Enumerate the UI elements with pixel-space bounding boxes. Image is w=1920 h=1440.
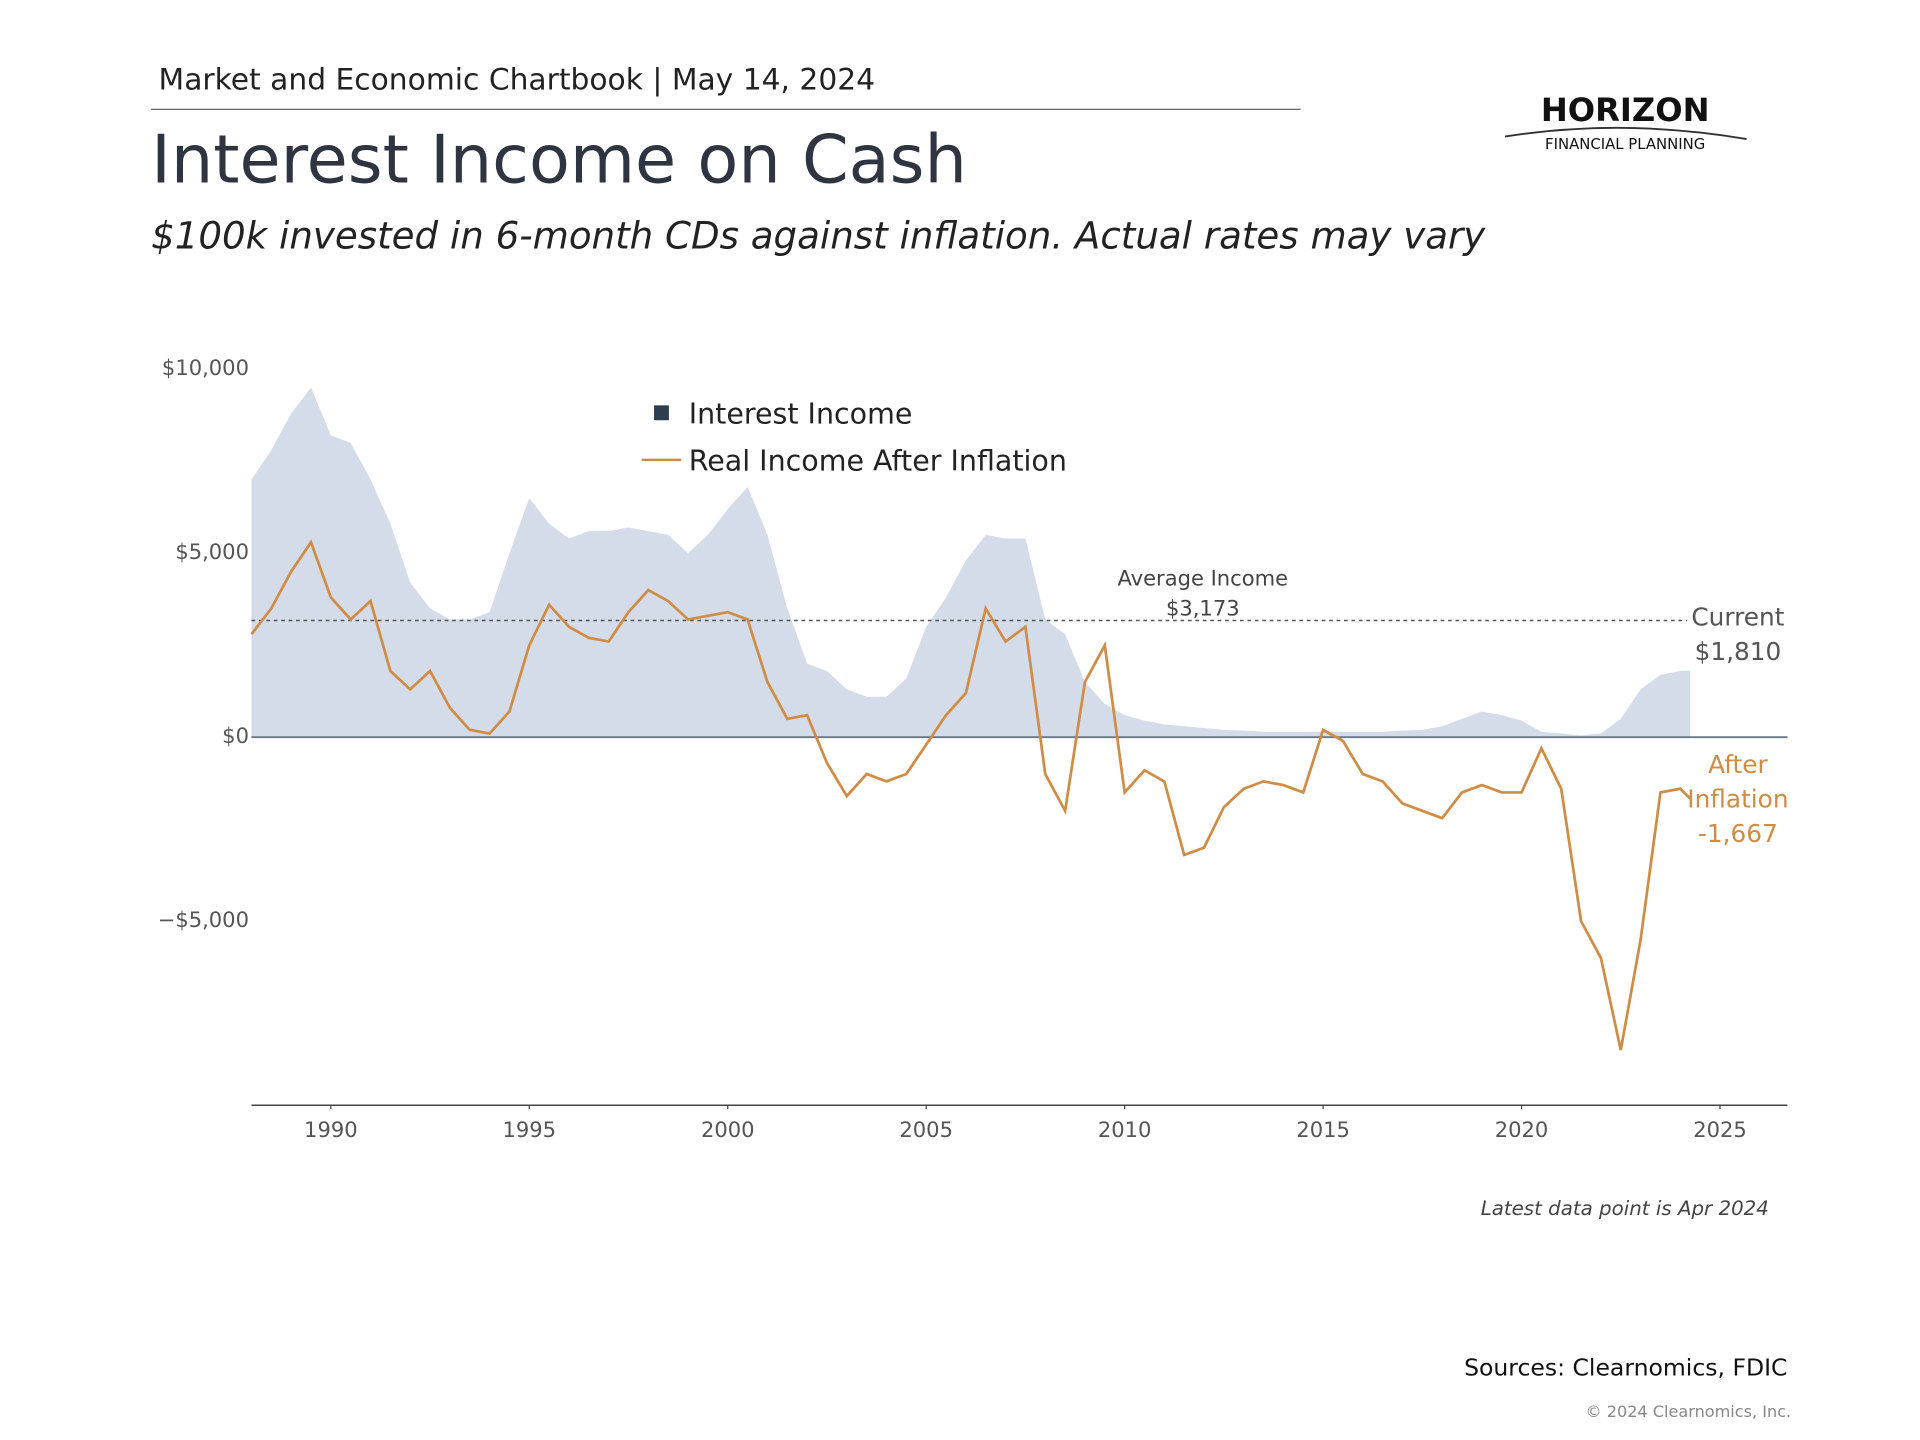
x-tick-label: 1990 [304,1117,358,1142]
x-tick-label: 2005 [899,1117,953,1142]
note: Latest data point is Apr 2024 [1481,1197,1769,1220]
legend-marker [654,405,669,421]
y-tick-label: $0 [222,723,249,748]
after-label: Inflation [1687,785,1788,814]
x-tick-label: 2020 [1495,1117,1549,1142]
x-tick-label: 2015 [1296,1117,1350,1142]
average-label: Average Income [1117,566,1288,591]
y-tick-label: −$5,000 [158,907,249,932]
x-tick-label: 1995 [502,1117,556,1142]
x-tick-label: 2000 [701,1117,755,1142]
x-tick-label: 2025 [1693,1117,1747,1142]
real-income-line [250,539,1692,1051]
logo-name: HORIZON [1541,91,1710,129]
income-area [251,387,1691,738]
logo-swoosh [1504,126,1747,140]
logo-tagline: FINANCIAL PLANNING [1545,135,1705,153]
legend-label: Real Income After Inflation [689,444,1067,477]
chart-subtitle: $100k invested in 6-month CDs against in… [151,215,1486,258]
header: Market and Economic Chartbook | May 14, … [159,62,876,97]
sources: Sources: Clearnomics, FDIC [1464,1354,1787,1382]
average-value: $3,173 [1166,595,1240,620]
x-tick-label: 2010 [1098,1117,1152,1142]
current-value: $1,810 [1695,637,1782,666]
copyright: © 2024 Clearnomics, Inc. [1586,1402,1792,1421]
current-label: Current [1691,602,1784,631]
after-value: -1,667 [1698,819,1778,848]
chart-title: Interest Income on Cash [151,120,967,198]
y-tick-label: $10,000 [162,355,249,380]
legend-label: Interest Income [689,397,913,430]
y-tick-label: $5,000 [175,539,249,564]
after-label: After [1708,750,1768,779]
